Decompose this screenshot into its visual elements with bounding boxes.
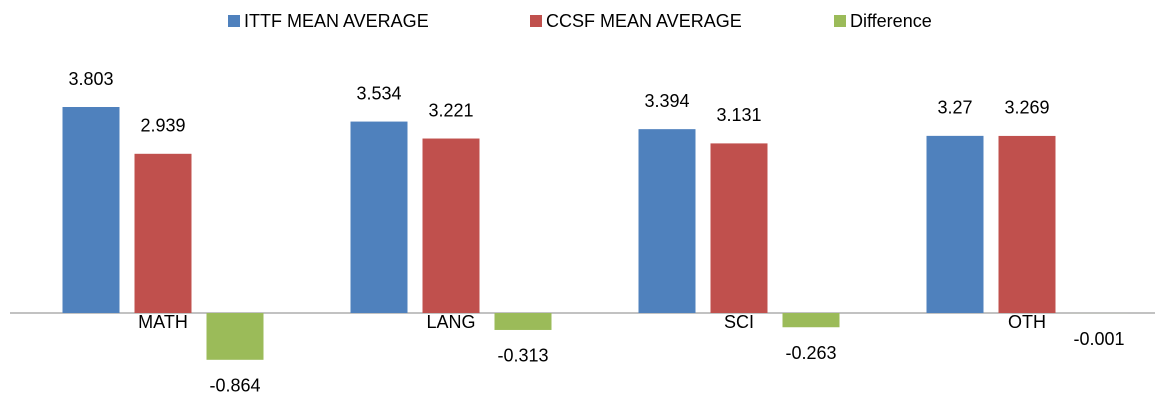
- data-label: -0.263: [785, 343, 836, 363]
- x-tick-label: SCI: [724, 312, 754, 332]
- data-label: 2.939: [140, 116, 185, 136]
- data-label: 3.27: [937, 98, 972, 118]
- legend-swatch: [530, 15, 542, 27]
- bar: [422, 138, 480, 313]
- bar: [206, 313, 264, 360]
- bar: [62, 107, 120, 313]
- bar: [494, 313, 552, 330]
- legend-label: Difference: [850, 11, 932, 31]
- data-label: 3.803: [68, 69, 113, 89]
- legend-label: ITTF MEAN AVERAGE: [244, 11, 429, 31]
- bar: [710, 143, 768, 313]
- bar: [782, 313, 840, 328]
- x-tick-label: LANG: [426, 312, 475, 332]
- x-tick-label: MATH: [138, 312, 188, 332]
- legend-swatch: [834, 15, 846, 27]
- data-label: -0.001: [1073, 329, 1124, 349]
- bar: [350, 121, 408, 313]
- data-label: 3.221: [428, 100, 473, 120]
- data-label: 3.534: [356, 83, 401, 103]
- legend-label: CCSF MEAN AVERAGE: [546, 11, 742, 31]
- data-label: 3.394: [644, 91, 689, 111]
- data-label: -0.313: [497, 346, 548, 366]
- bar: [638, 129, 696, 313]
- x-tick-label: OTH: [1008, 312, 1046, 332]
- data-label: 3.131: [716, 105, 761, 125]
- bar: [998, 135, 1056, 313]
- bar: [926, 135, 984, 313]
- data-label: -0.864: [209, 376, 260, 396]
- legend-swatch: [228, 15, 240, 27]
- data-label: 3.269: [1004, 98, 1049, 118]
- bar: [134, 153, 192, 313]
